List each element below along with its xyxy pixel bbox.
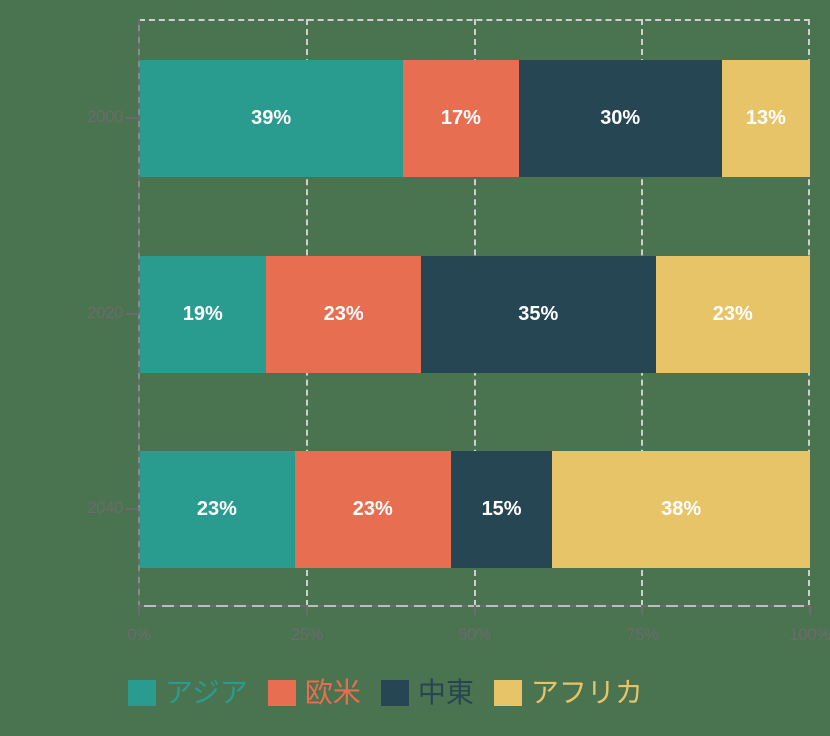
legend-label: 欧米 [304, 677, 361, 708]
bar-segment: 38% [552, 451, 810, 568]
legend-swatch-icon [493, 680, 522, 706]
bar-segment: 17% [403, 60, 519, 177]
legend-item: アフリカ [493, 677, 643, 709]
bar-segment: 23% [139, 451, 295, 568]
legend-label: 中東 [417, 677, 474, 708]
bar-segment: 23% [294, 451, 451, 568]
bar-segment: 30% [518, 60, 722, 177]
bar-segment: 15% [450, 451, 553, 568]
x-tick-mark [305, 605, 308, 615]
y-tick-mark [126, 117, 139, 119]
legend-item: 欧米 [267, 677, 361, 709]
x-tick-mark [138, 605, 140, 615]
y-tick-label: 2020 [87, 303, 123, 322]
bar-row-2000: 39% 17% 30% 13% [139, 60, 810, 177]
x-tick-mark [641, 605, 644, 615]
y-axis-line [138, 19, 140, 608]
bar-segment: 35% [420, 256, 656, 373]
bar-segment: 23% [655, 256, 810, 373]
legend-item: アジア [128, 677, 248, 709]
bar-row-2040: 23% 23% 15% 38% [139, 451, 810, 568]
y-tick-mark [126, 313, 139, 315]
y-tick-label: 2040 [87, 498, 123, 517]
legend-swatch-icon [380, 680, 409, 706]
plot-area: 39% 17% 30% 13% 19% 23% 35% 23% 23% 23% 15% 38% 0% 2… [87, 19, 830, 644]
x-tick-label: 100% [789, 625, 830, 644]
y-tick-label: 2000 [87, 107, 123, 126]
legend-label: アジア [165, 677, 248, 708]
x-tick-mark [473, 605, 476, 615]
x-tick-mark [809, 605, 811, 615]
legend-label: アフリカ [530, 677, 643, 708]
y-tick-mark [126, 508, 139, 510]
x-tick-label: 25% [290, 625, 324, 644]
x-tick-label: 50% [458, 625, 491, 644]
bar-segment: 39% [139, 60, 404, 177]
x-tick-label: 0% [127, 625, 151, 644]
bar-segment: 23% [266, 256, 421, 373]
legend-swatch-icon [128, 680, 156, 706]
bar-segment: 19% [139, 256, 267, 373]
bar-row-2020: 19% 23% 35% 23% [139, 256, 810, 373]
x-tick-label: 75% [625, 625, 659, 644]
legend-swatch-icon [267, 680, 296, 706]
legend-item: 中東 [380, 677, 474, 709]
legend: アジア 欧米 中東 アフリカ [128, 673, 663, 713]
bar-segment: 13% [721, 60, 810, 177]
